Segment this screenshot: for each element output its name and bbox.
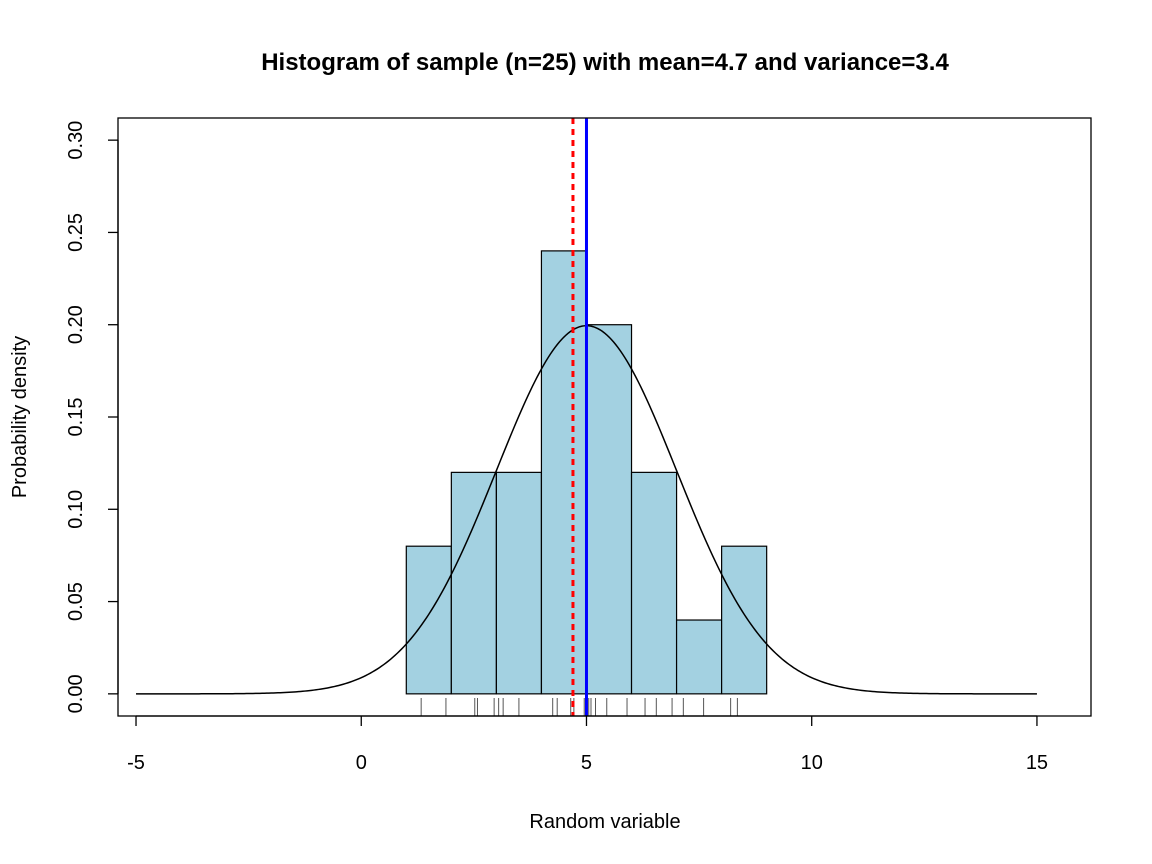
rug-group xyxy=(420,698,738,716)
x-tick-label: 0 xyxy=(356,752,367,774)
x-tick-label: -5 xyxy=(127,752,145,774)
histogram-bar xyxy=(405,545,452,695)
x-axis-label: Random variable xyxy=(529,811,680,833)
histogram-bar xyxy=(630,471,678,695)
x-tick-label: 5 xyxy=(581,752,592,774)
bars-group xyxy=(405,250,768,695)
x-tick-label: 15 xyxy=(1026,752,1048,774)
histogram-bar xyxy=(540,250,588,695)
histogram-bar xyxy=(450,471,497,695)
x-tick-label: 10 xyxy=(801,752,823,774)
histogram-bar xyxy=(675,619,723,695)
y-tick-label: 0.00 xyxy=(65,674,87,713)
histogram-bar xyxy=(495,471,543,695)
y-tick-label: 0.05 xyxy=(65,582,87,621)
y-tick-label: 0.30 xyxy=(65,121,87,160)
histogram-bar xyxy=(585,324,633,695)
histogram-bar xyxy=(721,545,768,695)
y-tick-label: 0.20 xyxy=(65,305,87,344)
y-tick-label: 0.10 xyxy=(65,490,87,529)
vlines-group xyxy=(571,118,588,716)
y-axis: 0.00 0.05 0.10 0.15 0.20 0.25 0.30 xyxy=(65,121,119,713)
chart-title: Histogram of sample (n=25) with mean=4.7… xyxy=(261,49,949,76)
y-axis-label: Probability density xyxy=(9,336,31,498)
y-tick-label: 0.25 xyxy=(65,213,87,252)
x-axis: -5 0 5 10 15 xyxy=(127,715,1048,774)
y-tick-label: 0.15 xyxy=(65,398,87,437)
